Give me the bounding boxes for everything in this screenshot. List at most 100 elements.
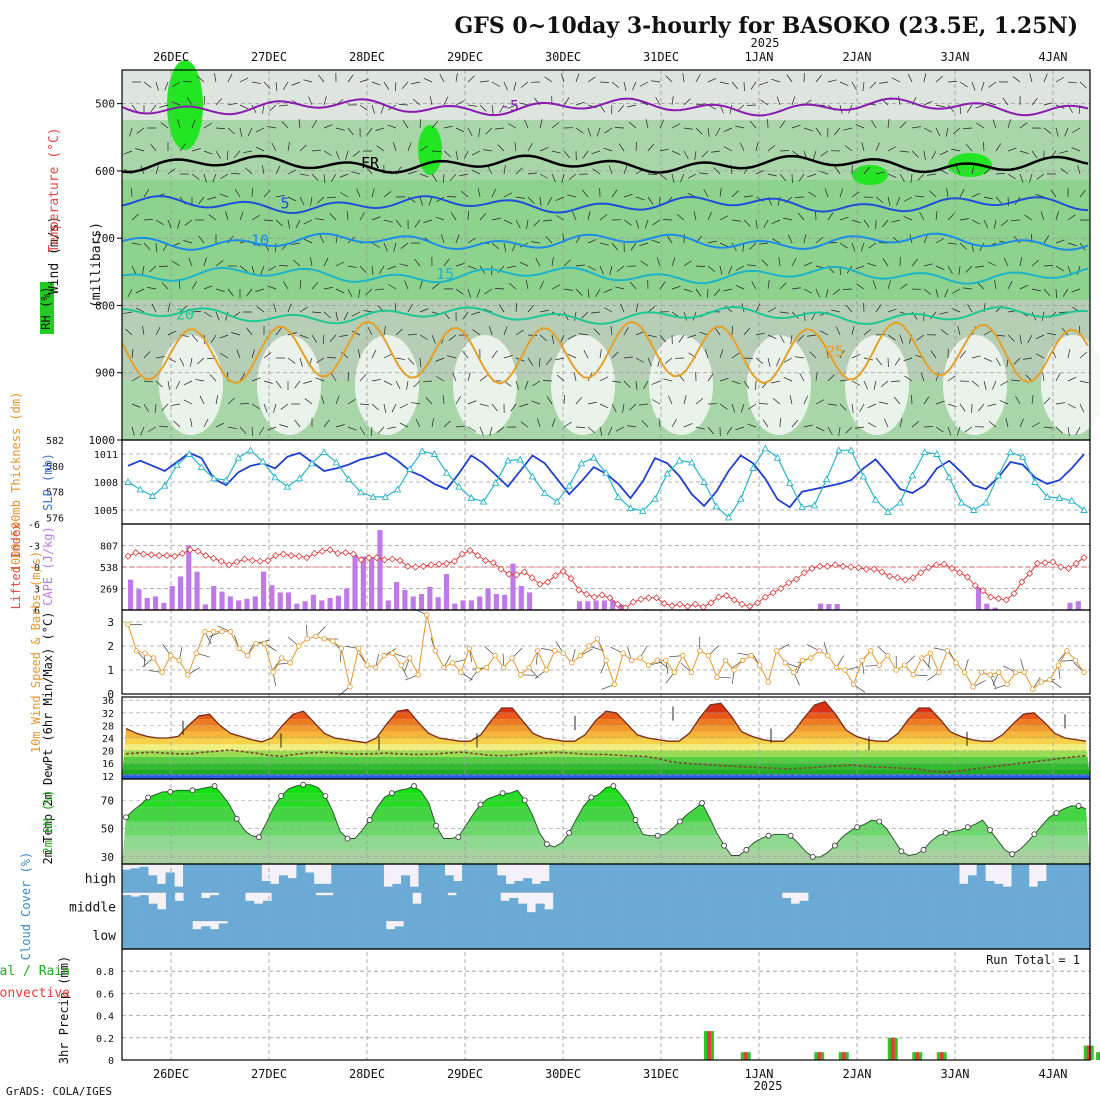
wind-barb: [719, 242, 729, 247]
wind-barb: [707, 78, 717, 83]
wind-barb: [947, 375, 956, 382]
wind-barb: [659, 173, 668, 181]
wind-barb: [203, 96, 206, 106]
cloud-low-bar: [245, 920, 255, 949]
cloud-low-bar: [342, 920, 352, 949]
wind-barb: [467, 426, 476, 432]
wind-barb: [234, 189, 241, 198]
wind-barb: [995, 334, 1005, 337]
wind-speed-point: [1030, 686, 1036, 692]
wind-barb: [707, 127, 710, 137]
date-label-bottom: 31DEC: [643, 1067, 679, 1081]
cloud-low-bar: [790, 920, 800, 949]
cloud-low-bar: [1072, 920, 1082, 949]
wind-barb: [366, 127, 373, 136]
temp-tick-label: 12: [102, 772, 114, 783]
wind-barb: [693, 211, 697, 221]
wind-barb: [209, 374, 217, 382]
dewpoint-line: [125, 749, 1087, 773]
cloud-high-bar: [732, 864, 742, 893]
wind-barb: [131, 265, 137, 275]
wind-barb: [503, 242, 507, 252]
cloud-high-bar: [427, 864, 437, 893]
wind-barb: [142, 326, 145, 336]
wind-barb: [191, 281, 198, 290]
wind-barb: [267, 126, 277, 129]
cape-bar: [992, 607, 998, 610]
li-point: [886, 572, 894, 580]
slp-point: [884, 507, 892, 515]
date-label-top: 29DEC: [447, 50, 483, 64]
wind-barb: [791, 311, 799, 319]
wind-barb: [476, 288, 481, 298]
wind-barb: [1000, 380, 1009, 386]
wind-barb: [383, 380, 393, 386]
wind-barb: [239, 426, 247, 434]
wind-barb: [159, 265, 169, 268]
cloud-middle-bar: [834, 892, 844, 921]
wind-speed-point: [432, 648, 438, 654]
wind-tick-label: 3: [107, 616, 114, 629]
wind-barb: [1055, 239, 1065, 244]
wind-barb: [258, 426, 265, 435]
li-point: [987, 593, 995, 601]
cloud-middle-bar: [386, 892, 396, 921]
wind-barb: [979, 242, 985, 252]
wind-barb: [743, 219, 751, 227]
cloud-low-bar: [773, 920, 783, 949]
wind-barb: [280, 403, 289, 410]
wind-barb: [1013, 235, 1021, 244]
cape-bar: [385, 600, 391, 610]
slp-point: [639, 506, 647, 514]
wind-barb: [515, 167, 523, 175]
wind-barb: [263, 190, 271, 198]
cloud-low-bar: [359, 920, 369, 949]
wind-barb: [582, 189, 589, 198]
wind-barb: [627, 425, 637, 428]
wind-barb: [971, 81, 976, 91]
slp-point: [1080, 506, 1088, 513]
cloud-middle-bar: [166, 892, 176, 921]
wind-barb: [197, 75, 205, 83]
cloud-high-bar: [819, 864, 829, 893]
cloud-low-bar: [667, 920, 677, 949]
wind-barb: [339, 173, 349, 178]
wind-barb: [935, 265, 945, 270]
wind-barb: [407, 333, 417, 336]
cloud-high-bar: [967, 875, 977, 893]
cloud-high-bar: [122, 869, 132, 893]
wind-barb: [923, 100, 933, 106]
wind-barb: [623, 327, 629, 336]
wind-barb: [455, 288, 464, 295]
wind-barb: [834, 127, 841, 136]
wind-barb: [682, 73, 685, 83]
wind-barb: [856, 283, 865, 290]
wind-barb: [983, 196, 993, 200]
slp-point: [234, 453, 243, 461]
wind-barb: [771, 78, 781, 83]
li-point: [450, 557, 459, 565]
li-point: [365, 554, 373, 562]
wind-barb: [479, 403, 489, 407]
wind-barb: [967, 304, 973, 313]
wind-speed-point: [791, 669, 797, 676]
cloud-high-bar: [828, 864, 838, 893]
wind-tick-label: 0: [107, 688, 114, 701]
wind-barb: [203, 285, 213, 290]
cloud-middle-bar: [553, 892, 563, 921]
cloud-high-bar: [906, 864, 916, 893]
cloud-high-bar: [383, 886, 393, 893]
wind-barb: [179, 305, 187, 313]
wind-barb: [952, 127, 961, 135]
wind-barb: [819, 330, 829, 336]
wind-barb: [246, 327, 253, 336]
wind-barb: [615, 426, 625, 432]
temp-band: [122, 763, 1090, 770]
wind-speed-point: [765, 679, 771, 685]
slp-point: [688, 458, 696, 466]
li-point: [443, 559, 451, 567]
cloud-high-bar: [802, 864, 812, 893]
wind-barb: [275, 194, 285, 198]
cloud-layer-label: low: [93, 929, 117, 944]
wind-barb: [779, 282, 787, 290]
